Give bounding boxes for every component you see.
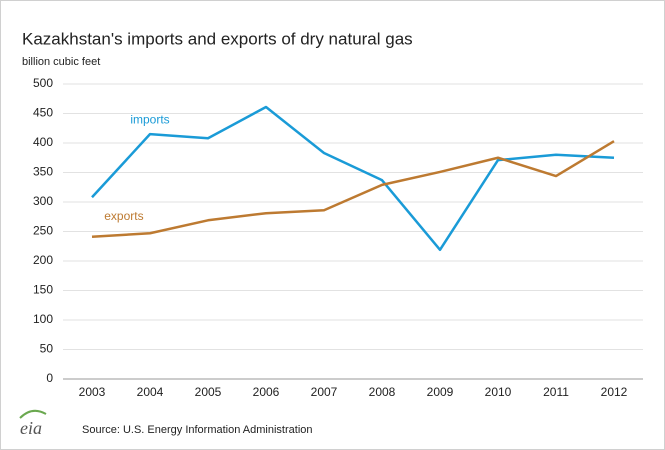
- series-line: [91, 140, 615, 239]
- x-tick-label: 2003: [79, 385, 106, 399]
- x-tick-label: 2012: [601, 385, 628, 399]
- y-tick-label: 150: [33, 283, 53, 297]
- y-tick-label: 400: [33, 135, 53, 149]
- x-tick-label: 2010: [485, 385, 512, 399]
- x-tick-label: 2008: [369, 385, 396, 399]
- x-tick-label: 2006: [253, 385, 280, 399]
- series-label: exports: [104, 209, 143, 223]
- y-tick-label: 250: [33, 224, 53, 238]
- y-tick-label: 450: [33, 106, 53, 120]
- logo: eia: [20, 418, 42, 438]
- chart-title: Kazakhstan's imports and exports of dry …: [22, 29, 413, 48]
- logo-swoosh: [19, 409, 47, 419]
- y-tick-label: 0: [46, 371, 53, 385]
- x-tick-label: 2009: [427, 385, 454, 399]
- series-line: [91, 105, 615, 252]
- y-tick-label: 350: [33, 165, 53, 179]
- series-label: imports: [130, 112, 169, 126]
- x-tick-label: 2007: [311, 385, 338, 399]
- x-tick-label: 2005: [195, 385, 222, 399]
- y-tick-label: 50: [40, 342, 54, 356]
- y-axis-label: billion cubic feet: [22, 56, 100, 68]
- source: Source: U.S. Energy Information Administ…: [82, 424, 313, 436]
- x-tick-label: 2011: [543, 385, 569, 399]
- y-tick-label: 300: [33, 194, 53, 208]
- y-tick-label: 100: [33, 312, 53, 326]
- x-tick-label: 2004: [137, 385, 164, 399]
- y-tick-label: 500: [33, 76, 53, 90]
- y-tick-label: 200: [33, 253, 53, 267]
